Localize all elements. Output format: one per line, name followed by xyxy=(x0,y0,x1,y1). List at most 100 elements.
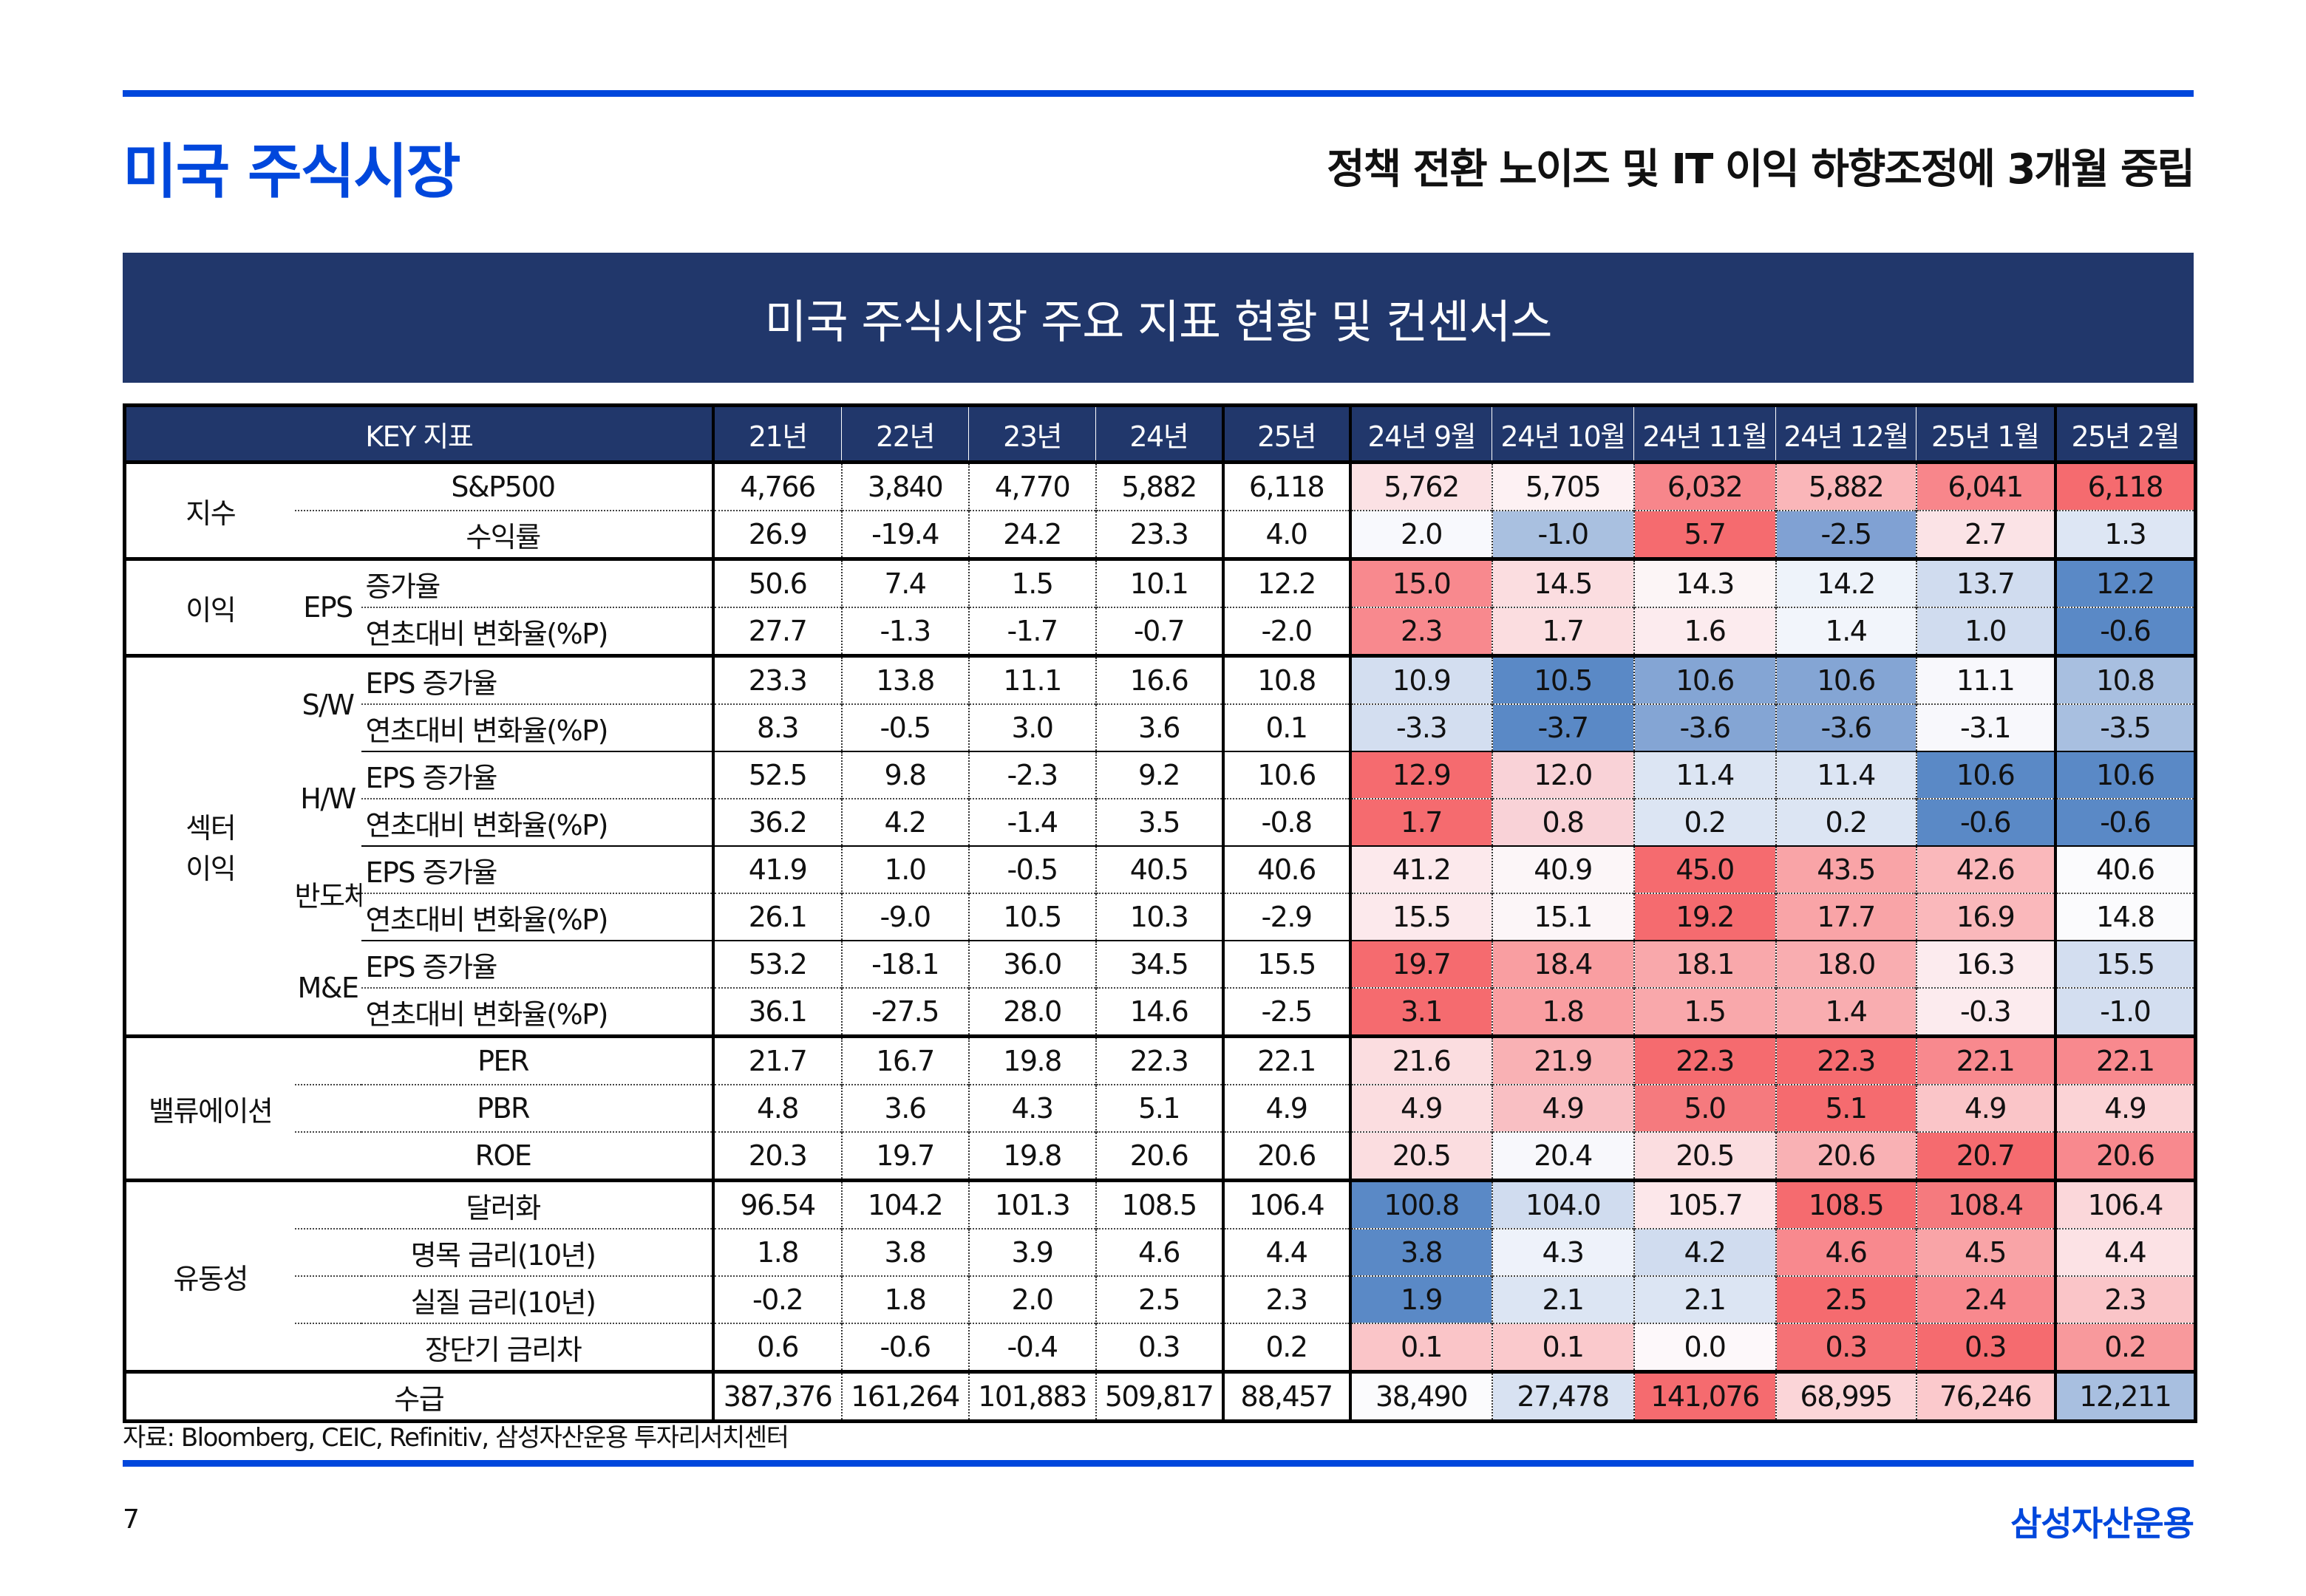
table-row: 수급 387,376 161,264 101,883 509,817 88,457 38,4… xyxy=(124,1370,2196,1422)
value-cell: 20.5 xyxy=(1633,1131,1776,1181)
value-cell: -0.7 xyxy=(1095,607,1223,656)
value-cell: 14.6 xyxy=(1095,987,1223,1037)
value-cell: 108.4 xyxy=(1915,1179,2055,1229)
value-cell: 4.9 xyxy=(1221,1084,1350,1132)
row-label: 연초대비 변화율(%P) xyxy=(361,607,713,656)
value-cell: 8.3 xyxy=(711,703,842,751)
value-cell: -2.9 xyxy=(1221,893,1350,941)
value-cell: 22.1 xyxy=(2053,1034,2196,1085)
value-cell: 20.6 xyxy=(1095,1131,1223,1181)
group-label-line: 섹터 xyxy=(186,812,236,845)
value-cell: 53.2 xyxy=(711,940,842,988)
value-cell: 9.2 xyxy=(1095,751,1223,799)
value-cell: 12.0 xyxy=(1491,751,1634,799)
value-cell: 3.1 xyxy=(1348,987,1492,1037)
value-cell: 2.7 xyxy=(1915,510,2055,559)
table-row: 반도체 EPS 증가율 41.9 1.0 -0.5 40.5 40.6 41.2 40.9 45.… xyxy=(125,845,2196,913)
value-cell: 17.7 xyxy=(1775,893,1916,941)
value-cell: 2.5 xyxy=(1095,1275,1223,1323)
value-cell: 15.5 xyxy=(1221,940,1350,988)
value-cell: 1.4 xyxy=(1775,607,1916,656)
page-number: 7 xyxy=(123,1504,140,1535)
value-cell: 3.5 xyxy=(1095,798,1223,846)
value-cell: 0.2 xyxy=(1221,1323,1350,1372)
table-title: 미국 주식시장 주요 지표 현황 및 컨센서스 xyxy=(764,295,1553,349)
value-cell: 22.3 xyxy=(1633,1034,1776,1085)
value-cell: 27.7 xyxy=(711,607,842,656)
value-cell: 10.9 xyxy=(1348,654,1492,704)
value-cell: 5,762 xyxy=(1348,460,1492,511)
value-cell: 42.6 xyxy=(1915,845,2055,893)
value-cell: 0.2 xyxy=(1775,798,1916,846)
row-label: 달러화 xyxy=(294,1179,713,1229)
value-cell: -0.5 xyxy=(967,845,1096,893)
value-cell: -2.5 xyxy=(1775,510,1916,559)
page-subtitle: 정책 전환 노이즈 및 IT 이익 하향조정에 3개월 중립 xyxy=(1327,146,2195,194)
value-cell: 27,478 xyxy=(1491,1370,1634,1422)
value-cell: 5.7 xyxy=(1633,510,1776,559)
value-cell: 4.4 xyxy=(1221,1228,1350,1276)
value-cell: 13.8 xyxy=(840,654,969,704)
value-cell: 22.3 xyxy=(1775,1034,1916,1085)
value-cell: 10.5 xyxy=(1491,654,1634,704)
value-cell: 2.1 xyxy=(1633,1275,1776,1323)
row-label: 연초대비 변화율(%P) xyxy=(361,893,713,941)
value-cell: 22.1 xyxy=(1915,1034,2055,1085)
value-cell: 0.1 xyxy=(1491,1323,1634,1372)
value-cell: 22.1 xyxy=(1221,1034,1350,1085)
value-cell: -0.5 xyxy=(840,703,969,751)
value-cell: 2.0 xyxy=(967,1275,1096,1323)
table-row: H/W EPS 증가율 52.5 9.8 -2.3 9.2 10.6 12.9 12.0 11.4… xyxy=(125,751,2196,815)
value-cell: 18.0 xyxy=(1775,940,1916,988)
value-cell: -1.0 xyxy=(1491,510,1634,559)
value-cell: -0.6 xyxy=(840,1323,969,1372)
value-cell: 40.9 xyxy=(1491,845,1634,893)
value-cell: 6,118 xyxy=(1221,460,1350,511)
value-cell: 4.9 xyxy=(1915,1084,2055,1132)
row-label: 수익률 xyxy=(294,510,713,559)
value-cell: 3.6 xyxy=(840,1084,969,1132)
value-cell: 19.2 xyxy=(1633,893,1776,941)
col-header: 24년 10월 xyxy=(1492,405,1634,463)
value-cell: 36.2 xyxy=(711,798,842,846)
table-row: 연초대비 변화율(%P) 8.3 -0.5 3.0 3.6 0.1 -3.3 -3.7 -3.6… xyxy=(125,703,2196,751)
value-cell: 11.4 xyxy=(1775,751,1916,799)
value-cell: -0.3 xyxy=(1915,987,2055,1037)
value-cell: -0.4 xyxy=(967,1323,1096,1372)
value-cell: 43.5 xyxy=(1775,845,1916,893)
value-cell: 4.6 xyxy=(1095,1228,1223,1276)
subgroup-label-eps: EPS xyxy=(294,557,361,656)
value-cell: -2.3 xyxy=(967,751,1096,799)
value-cell: 4.9 xyxy=(1348,1084,1492,1132)
row-label: 연초대비 변화율(%P) xyxy=(361,987,713,1037)
table-title-band: 미국 주식시장 주요 지표 현황 및 컨센서스 xyxy=(123,253,2194,383)
value-cell: 4.6 xyxy=(1775,1228,1916,1276)
value-cell: -3.6 xyxy=(1775,703,1916,751)
value-cell: 4.5 xyxy=(1915,1228,2055,1276)
value-cell: 20.7 xyxy=(1915,1131,2055,1181)
value-cell: 10.6 xyxy=(2053,751,2196,799)
value-cell: 3.8 xyxy=(1348,1228,1492,1276)
value-cell: 52.5 xyxy=(711,751,842,799)
value-cell: 15.5 xyxy=(1348,893,1492,941)
value-cell: 106.4 xyxy=(1221,1179,1350,1229)
value-cell: 50.6 xyxy=(711,557,842,607)
col-header: 25년 xyxy=(1221,405,1350,463)
row-label: 명목 금리(10년) xyxy=(294,1228,713,1276)
value-cell: 68,995 xyxy=(1775,1370,1916,1422)
value-cell: 41.2 xyxy=(1348,845,1492,893)
group-label-liquidity: 유동성 xyxy=(124,1179,295,1372)
table-row: 연초대비 변화율(%P) 26.1 -9.0 10.5 10.3 -2.9 15.5 15.1… xyxy=(125,893,2196,941)
subgroup-label-hw: H/W xyxy=(300,782,356,815)
col-header: 24년 12월 xyxy=(1775,405,1916,463)
value-cell: -27.5 xyxy=(840,987,969,1037)
value-cell: 4.3 xyxy=(967,1084,1096,1132)
col-header: 24년 11월 xyxy=(1633,405,1776,463)
row-label: PBR xyxy=(294,1084,713,1132)
value-cell: 20.5 xyxy=(1348,1131,1492,1181)
value-cell: 21.7 xyxy=(711,1034,842,1085)
row-label: 증가율 xyxy=(361,557,713,607)
table-row: 섹터 이익 S/W EPS 증가율 23.3 13.8 11.1 16.6 10.8 10.9 10… xyxy=(124,654,2196,1037)
value-cell: 5.1 xyxy=(1095,1084,1223,1132)
col-header: 22년 xyxy=(841,405,969,463)
